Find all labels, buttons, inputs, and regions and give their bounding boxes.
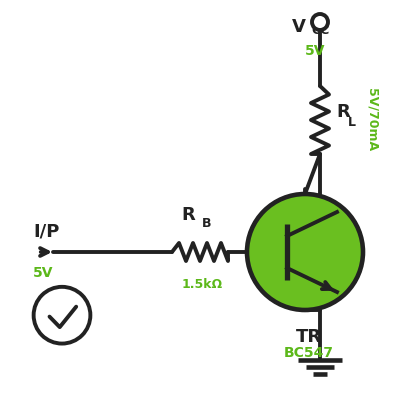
Text: TR: TR [296, 328, 322, 346]
Text: I/P: I/P [33, 222, 59, 240]
Text: L: L [348, 115, 356, 128]
Text: 5V: 5V [305, 44, 325, 58]
Text: B: B [202, 217, 212, 230]
Text: BC547: BC547 [284, 346, 334, 360]
Circle shape [247, 194, 363, 310]
Text: CC: CC [311, 24, 329, 37]
Circle shape [34, 287, 90, 344]
Text: 5V: 5V [33, 266, 54, 280]
Text: R: R [181, 206, 195, 224]
Text: 5V/70mA: 5V/70mA [366, 88, 378, 152]
Text: 1.5kΩ: 1.5kΩ [182, 278, 222, 291]
Text: R: R [336, 103, 350, 121]
Text: V: V [292, 18, 306, 36]
Circle shape [312, 14, 328, 30]
